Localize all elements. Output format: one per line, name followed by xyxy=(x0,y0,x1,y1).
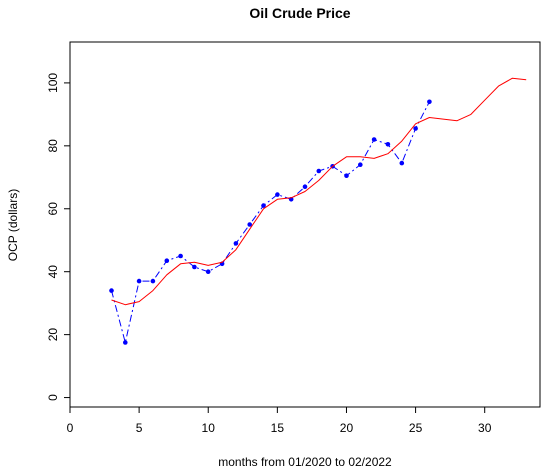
y-axis: 0 20 40 60 80 100 xyxy=(46,73,70,401)
y-tick-label: 0 xyxy=(46,394,60,401)
data-point xyxy=(302,184,308,189)
data-point xyxy=(150,278,156,284)
data-point xyxy=(261,203,266,208)
y-tick-label: 40 xyxy=(46,265,60,279)
series-layer xyxy=(109,77,527,345)
data-point xyxy=(136,278,142,284)
data-point xyxy=(192,264,197,270)
data-point xyxy=(275,192,280,197)
series-actual-line xyxy=(111,101,430,343)
data-point xyxy=(427,99,432,105)
x-tick-label: 20 xyxy=(340,421,354,435)
data-point xyxy=(316,168,322,174)
x-tick-label: 30 xyxy=(478,421,492,435)
x-tick-label: 15 xyxy=(271,421,285,435)
y-tick-label: 20 xyxy=(46,328,60,342)
data-point xyxy=(205,269,211,275)
series-fitted-line xyxy=(111,77,527,306)
data-point xyxy=(413,126,418,131)
data-point xyxy=(344,173,349,178)
x-tick-label: 5 xyxy=(136,421,143,435)
x-axis: 0 5 10 15 20 25 30 xyxy=(67,407,492,435)
data-point xyxy=(178,253,183,259)
y-tick-label: 60 xyxy=(46,202,60,216)
data-point xyxy=(385,142,391,147)
data-point xyxy=(233,241,239,246)
plot-frame xyxy=(69,41,541,408)
x-axis-label: months from 01/2020 to 02/2022 xyxy=(218,455,392,469)
data-point xyxy=(123,340,128,345)
data-point xyxy=(358,162,363,167)
y-tick-label: 100 xyxy=(46,73,60,93)
x-tick-label: 0 xyxy=(67,421,74,435)
data-point xyxy=(371,137,377,142)
data-point xyxy=(109,288,114,293)
x-tick-label: 10 xyxy=(202,421,216,435)
x-tick-label: 25 xyxy=(409,421,423,435)
chart-title: Oil Crude Price xyxy=(249,5,350,21)
y-axis-label: OCP (dollars) xyxy=(6,189,20,261)
y-tick-label: 80 xyxy=(46,139,60,153)
data-point xyxy=(399,160,405,166)
data-point xyxy=(247,222,252,227)
data-point xyxy=(164,258,170,264)
